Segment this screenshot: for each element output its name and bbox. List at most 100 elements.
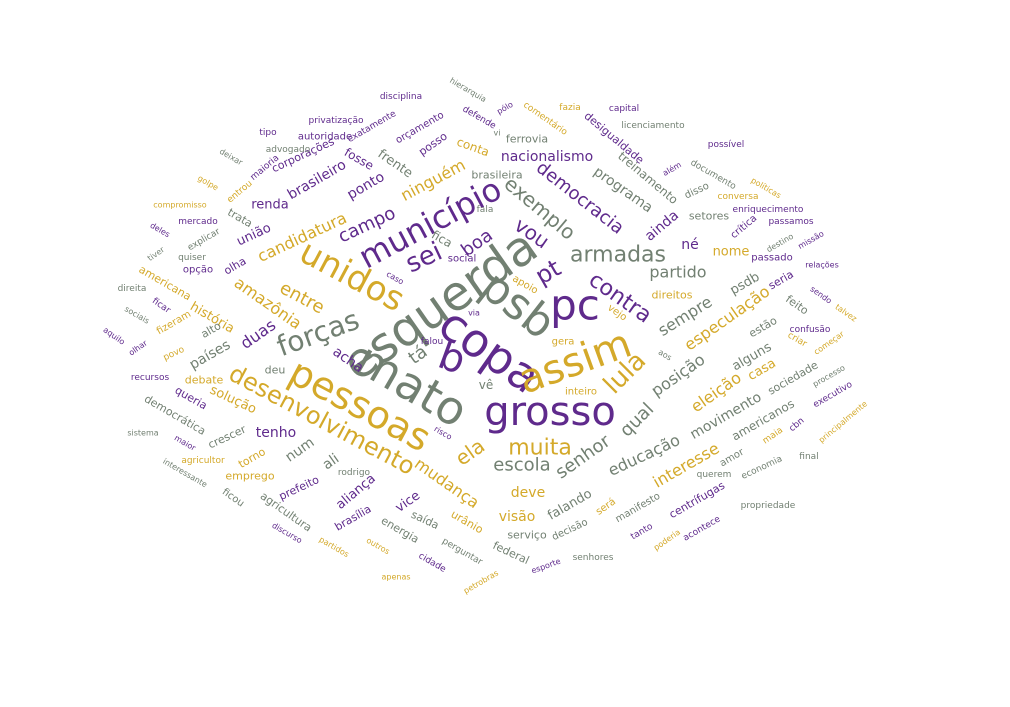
word: feito — [783, 293, 811, 318]
word: manifesto — [614, 491, 663, 525]
word: nacionalismo — [501, 149, 593, 165]
word: petrobras — [462, 568, 500, 595]
word: passamos — [768, 217, 813, 227]
word: nome — [713, 245, 750, 260]
word: ela — [451, 434, 489, 471]
word: relações — [805, 261, 839, 270]
word: armadas — [570, 243, 666, 268]
word: tipo — [259, 128, 277, 138]
word: grosso — [484, 389, 616, 435]
word: maior — [173, 433, 198, 453]
word: rodrigo — [338, 468, 371, 478]
word: senhores — [573, 553, 614, 563]
word: brasileira — [471, 169, 522, 182]
word: recursos — [131, 373, 170, 383]
word: passado — [751, 253, 793, 264]
word: torno — [236, 445, 268, 471]
word: federal — [491, 539, 532, 567]
word: possível — [708, 140, 744, 150]
word: crítica — [728, 212, 759, 241]
word: sendo — [809, 284, 834, 305]
word: falou — [421, 337, 443, 347]
word: fala — [477, 205, 494, 215]
word: entrou — [225, 179, 254, 206]
word: sistema — [127, 429, 158, 438]
word: maia — [761, 426, 785, 447]
word: missão — [797, 229, 826, 251]
word: debate — [185, 374, 224, 387]
word: conversa — [718, 192, 759, 202]
word: confusão — [790, 325, 831, 335]
word: acontece — [682, 514, 723, 544]
word: partido — [649, 263, 706, 282]
word: qual — [616, 399, 658, 441]
word: mercado — [178, 217, 218, 227]
word: advogado — [266, 145, 311, 155]
word: cidade — [417, 551, 448, 575]
word: licenciamento — [621, 121, 685, 131]
word: via — [468, 309, 480, 318]
word: urânio — [449, 508, 486, 537]
word: principalmente — [817, 399, 869, 445]
word: destino — [765, 232, 795, 255]
word: explicar — [186, 227, 222, 254]
word: direita — [118, 284, 147, 294]
word: economia — [740, 454, 784, 482]
word: olhar — [127, 338, 149, 357]
word: capital — [609, 104, 639, 114]
word: tanto — [629, 521, 655, 542]
word: escola — [493, 455, 550, 476]
word: deles — [149, 221, 172, 239]
word: ficar — [150, 296, 172, 316]
word: hierarquia — [448, 76, 488, 104]
word: gera — [552, 337, 575, 348]
word: tenho — [256, 425, 296, 441]
word: prefeito — [277, 473, 322, 503]
word: autoridade — [298, 132, 352, 143]
word: aquilo — [101, 325, 126, 346]
word: final — [799, 452, 818, 462]
word: ali — [320, 451, 343, 473]
word: ferrovia — [506, 133, 548, 146]
word: ficou — [220, 487, 246, 510]
word: falando — [545, 486, 595, 523]
word: agricultor — [181, 456, 225, 466]
word: vê — [479, 378, 493, 392]
word: querem — [697, 470, 732, 480]
word: serviço — [507, 529, 547, 542]
word: conta — [455, 135, 491, 160]
word: disso — [683, 181, 711, 202]
word: propriedade — [741, 501, 796, 511]
word: pólo — [495, 99, 515, 116]
word: visão — [499, 509, 536, 525]
word: emprego — [225, 470, 274, 483]
word: queria — [173, 384, 210, 413]
word: opção — [183, 265, 213, 276]
word: povo — [162, 345, 187, 364]
word: inteiro — [565, 387, 597, 398]
word: golpe — [196, 174, 220, 193]
word: ponto — [345, 169, 388, 203]
word: muita — [508, 436, 572, 461]
word: fazia — [559, 103, 580, 113]
word: vi — [494, 129, 501, 138]
word: exatamente — [346, 109, 398, 145]
word: duas — [237, 315, 279, 353]
word: saída — [409, 508, 441, 532]
word: tiver — [146, 245, 167, 263]
word: aos — [657, 348, 674, 363]
word: deu — [265, 364, 286, 377]
word: outros — [365, 536, 391, 556]
word: perguntar — [440, 537, 484, 568]
word: enriquecimento — [733, 205, 804, 215]
word: seria — [766, 268, 796, 293]
word: privatização — [309, 116, 364, 126]
word: amor — [718, 446, 747, 469]
word: estão — [747, 314, 780, 341]
word: disciplina — [380, 92, 422, 102]
word: deve — [511, 485, 545, 501]
word: renda — [251, 198, 289, 213]
word: cbn — [788, 416, 807, 434]
word: poderia — [652, 528, 682, 553]
